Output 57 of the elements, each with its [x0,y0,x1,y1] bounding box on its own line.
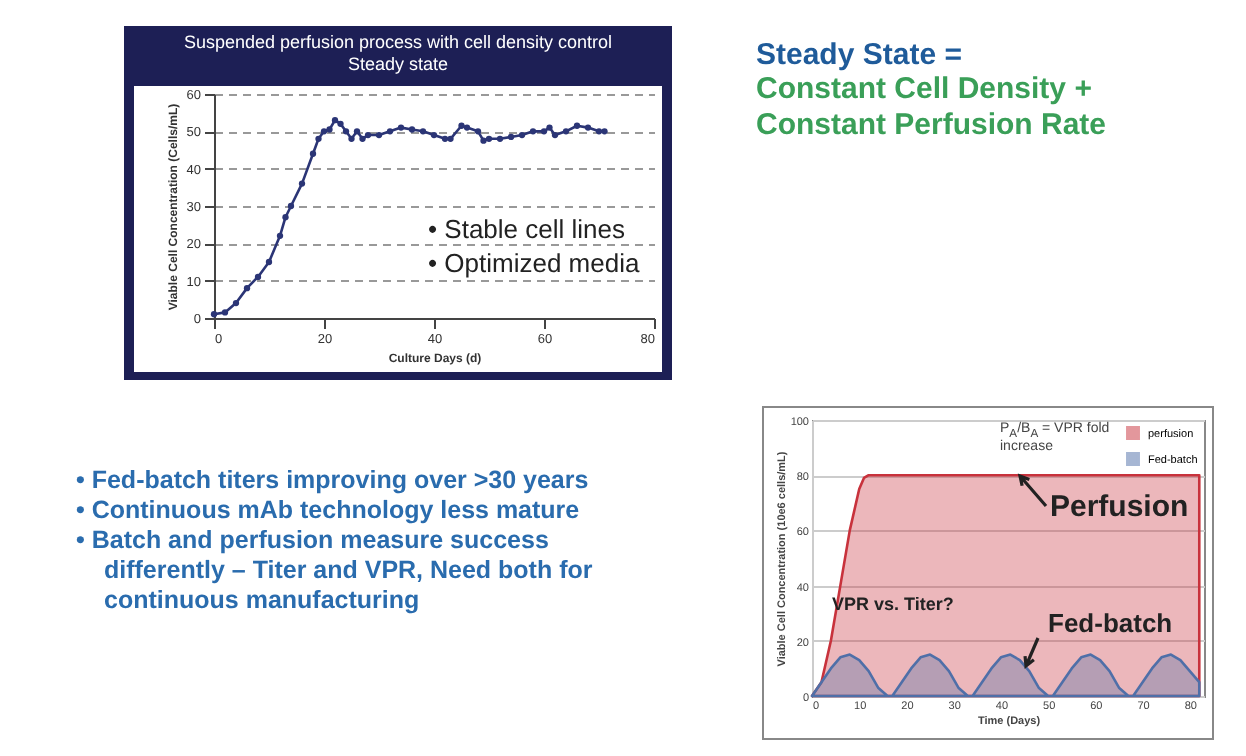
text: • Continuous mAb technology less mature [76,496,582,526]
point [441,135,449,142]
chart-subtitle: Steady state [345,54,451,76]
point [287,202,295,210]
point [430,131,438,139]
point [546,124,553,131]
annotation: • Optimized media [428,248,640,278]
point [320,128,328,135]
point [595,128,603,135]
point [485,135,493,142]
annotation: • Stable cell lines [428,214,625,244]
point [518,131,526,139]
point [584,124,592,131]
point [232,299,240,307]
point [364,131,372,139]
point [386,128,394,135]
point [573,122,581,129]
text: • Fed-batch titers improving over >30 years [76,466,591,496]
point [348,135,355,142]
point [359,135,366,142]
point [529,128,537,135]
annotation: Perfusion [1050,490,1189,524]
point [551,131,559,139]
point [326,126,333,133]
point [480,137,487,144]
point [408,126,416,133]
point [210,311,218,318]
point [276,232,284,240]
point [601,128,608,135]
point [282,214,289,221]
point [265,258,273,266]
text: Steady State = [756,38,962,72]
point [254,273,262,281]
point [507,133,515,141]
point [243,284,251,292]
point [540,128,548,135]
point [221,309,229,316]
point [331,116,339,124]
chart-title: Suspended perfusion process with cell density control [181,32,615,54]
point [458,122,465,129]
point [337,120,344,128]
point [496,135,504,142]
point [309,150,317,157]
point [447,135,454,142]
point [463,124,471,131]
annotation: Fed-batch [1048,608,1173,638]
text: Constant Cell Density + Constant Perfusion Rate [756,72,1107,144]
point [397,124,405,131]
point [342,128,350,135]
point [315,135,322,142]
point [353,128,361,135]
point [562,128,570,135]
point [375,131,383,139]
text: • Batch and perfusion measure success differently – Titer and VPR, Need both for continuous manufacturing [76,526,595,616]
point [419,128,427,135]
point [298,180,306,187]
point [474,128,482,135]
